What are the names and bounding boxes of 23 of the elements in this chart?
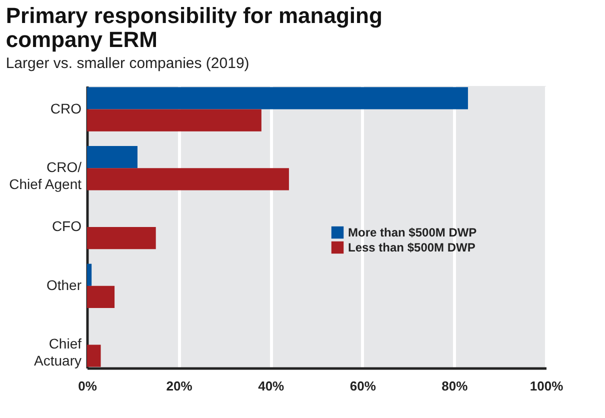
bar bbox=[87, 227, 156, 250]
x-tick-label: 0% bbox=[78, 378, 98, 394]
chart-title: Primary responsibility for managing company ERM bbox=[6, 3, 382, 52]
bar bbox=[87, 109, 262, 132]
y-tick-label: CFO bbox=[52, 218, 82, 234]
bar bbox=[87, 146, 138, 168]
bar bbox=[87, 286, 115, 308]
legend-label: More than $500M DWP bbox=[348, 226, 477, 240]
legend-label: Less than $500M DWP bbox=[348, 240, 476, 254]
bar bbox=[87, 264, 92, 286]
bar bbox=[87, 344, 101, 367]
x-tick-label: 80% bbox=[442, 378, 468, 394]
x-tick-label: 60% bbox=[350, 378, 376, 394]
chart-subtitle: Larger vs. smaller companies (2019) bbox=[6, 55, 250, 72]
y-tick-label: Chief Actuary bbox=[34, 336, 82, 369]
x-tick-label: 20% bbox=[166, 378, 193, 394]
x-tick-label: 40% bbox=[258, 378, 285, 394]
bar bbox=[87, 87, 468, 110]
y-tick-label: CRO/ Chief Agent bbox=[9, 159, 82, 192]
y-tick-label: CRO bbox=[50, 100, 82, 116]
bar bbox=[87, 168, 289, 190]
y-tick-label: Other bbox=[46, 276, 82, 293]
x-tick-label: 100% bbox=[530, 378, 564, 394]
